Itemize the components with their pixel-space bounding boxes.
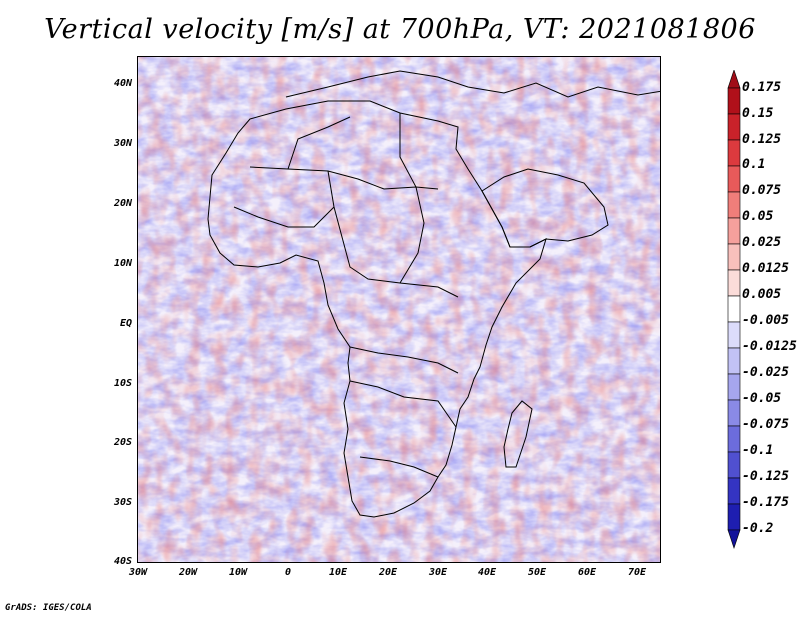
colorbar-bottom-arrow (727, 529, 741, 549)
colorbar-segment (727, 191, 741, 219)
lon-label: 50E (527, 567, 547, 578)
mediterranean-north (285, 70, 660, 98)
colorbar-label: 0.175 (742, 80, 782, 95)
colorbar-label: -0.0125 (742, 339, 797, 354)
colorbar-label: -0.125 (742, 469, 789, 484)
colorbar-label: 0.15 (742, 106, 774, 121)
colorbar-label: -0.025 (742, 365, 789, 380)
colorbar (727, 70, 741, 549)
lat-label: 40N (113, 78, 132, 89)
lat-label: 30N (113, 138, 132, 149)
internal-border-5 (349, 346, 459, 374)
lon-label: 10E (328, 567, 348, 578)
lon-label: 40E (477, 567, 497, 578)
colorbar-label: -0.05 (742, 391, 782, 406)
colorbar-segment (727, 217, 741, 245)
lat-label: 10S (113, 378, 132, 389)
colorbar-label: 0.0125 (742, 261, 789, 276)
colorbar-segment (727, 399, 741, 427)
colorbar-segment (727, 373, 741, 401)
credit-text: GrADS: IGES/COLA (5, 603, 92, 613)
internal-border-7 (359, 456, 439, 478)
internal-border-6 (349, 380, 457, 428)
internal-border-3 (233, 206, 335, 228)
lat-label: EQ (119, 318, 132, 329)
colorbar-segment (727, 451, 741, 479)
colorbar-segment (727, 503, 741, 531)
colorbar-label: -0.1 (742, 443, 774, 458)
lon-label: 60E (577, 567, 597, 578)
colorbar-label: 0.125 (742, 132, 782, 147)
map-plot-area (137, 56, 661, 563)
colorbar-segment (727, 425, 741, 453)
lon-label: 70E (627, 567, 647, 578)
colorbar-label: 0.005 (742, 287, 782, 302)
colorbar-segment (727, 347, 741, 375)
internal-border-2 (327, 170, 459, 298)
lon-label: 20W (178, 567, 198, 578)
lat-label: 40S (113, 556, 132, 567)
colorbar-label: -0.005 (742, 313, 789, 328)
velocity-field-map (138, 57, 660, 562)
lat-label: 30S (113, 497, 132, 508)
map-title: Vertical velocity [m/s] at 700hPa, VT: 2… (44, 14, 756, 45)
colorbar-label: -0.2 (742, 521, 774, 536)
lon-label: 10W (228, 567, 248, 578)
colorbar-label: -0.175 (742, 495, 789, 510)
colorbar-segment (727, 243, 741, 271)
colorbar-label: 0.025 (742, 235, 782, 250)
internal-border-8 (287, 116, 351, 170)
lon-label: 20E (378, 567, 398, 578)
colorbar-label: 0.1 (742, 157, 766, 172)
internal-border-4 (399, 113, 425, 284)
lat-label: 20N (113, 198, 132, 209)
arabian-peninsula (481, 168, 609, 248)
lon-label: 0 (284, 567, 292, 578)
madagascar (503, 400, 533, 468)
lat-label: 20S (113, 437, 132, 448)
lon-label: 30W (128, 567, 148, 578)
colorbar-segment (727, 321, 741, 349)
country-boundaries (207, 70, 660, 518)
colorbar-top-arrow (727, 70, 741, 89)
colorbar-segment (727, 295, 741, 323)
colorbar-label: 0.075 (742, 183, 782, 198)
colorbar-segment (727, 87, 741, 115)
colorbar-label: -0.075 (742, 417, 789, 432)
colorbar-segment (727, 165, 741, 193)
colorbar-label: 0.05 (742, 209, 774, 224)
colorbar-segment (727, 269, 741, 297)
lon-label: 30E (428, 567, 448, 578)
colorbar-segment (727, 477, 741, 505)
ascent-field (138, 57, 660, 562)
lat-label: 10N (113, 258, 132, 269)
colorbar-segment (727, 139, 741, 167)
colorbar-segment (727, 113, 741, 141)
